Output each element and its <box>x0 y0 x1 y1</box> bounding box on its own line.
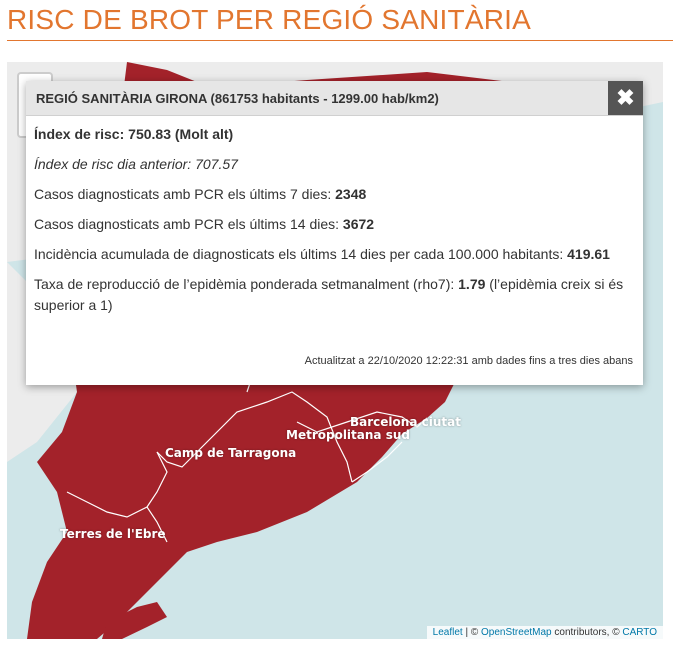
close-icon[interactable]: ✖ <box>608 81 643 115</box>
prev-day-value: 707.57 <box>195 156 238 172</box>
popup-header: REGIÓ SANITÀRIA GIRONA (861753 habitants… <box>26 81 643 116</box>
title-divider <box>7 40 673 41</box>
attribution-separator: | © <box>462 627 482 638</box>
region-label-metropolitana-sud[interactable]: Metropolitana sud <box>286 428 410 442</box>
region-border <box>296 411 428 433</box>
delta-shape <box>102 602 167 639</box>
pcr7-line: Casos diagnosticats amb PCR els últims 7… <box>34 184 633 205</box>
risk-index-line: Índex de risc: 750.83 (Molt alt) <box>34 124 633 145</box>
leaflet-link[interactable]: Leaflet <box>432 627 463 638</box>
pcr7-label: Casos diagnosticats amb PCR els últims 7… <box>34 186 332 202</box>
update-timestamp: Actualitzat a 22/10/2020 12:22:31 amb da… <box>304 355 633 367</box>
risk-index-value: 750.83 <box>128 126 171 142</box>
pcr14-value: 3672 <box>342 216 375 232</box>
openstreetmap-link[interactable]: OpenStreetMap <box>481 627 552 638</box>
attribution-text: contributors, © <box>551 627 623 638</box>
region-label-camp-tarragona[interactable]: Camp de Tarragona <box>165 446 297 460</box>
carto-link[interactable]: CARTO <box>622 627 657 638</box>
region-border <box>66 451 168 518</box>
pcr14-line: Casos diagnosticats amb PCR els últims 1… <box>34 214 633 235</box>
region-border <box>351 441 403 483</box>
rho7-note: (l’epidèmia creix si és superior a 1) <box>34 276 624 313</box>
incidence-value: 419.61 <box>567 246 610 262</box>
incidence-label: Incidència acumulada de diagnosticats el… <box>34 246 564 262</box>
popup-title: REGIÓ SANITÀRIA GIRONA (861753 habitants… <box>36 91 439 106</box>
rho7-label: Taxa de reproducció de l’epidèmia ponder… <box>34 276 455 292</box>
map-attribution: Leaflet | © OpenStreetMap contributors, … <box>426 626 663 639</box>
risk-index-level: (Molt alt) <box>174 126 234 142</box>
prev-day-line: Índex de risc dia anterior: 707.57 <box>34 154 633 175</box>
region-label-terres-ebre[interactable]: Terres de l'Ebre <box>60 527 166 541</box>
region-border <box>146 506 168 543</box>
rho7-line: Taxa de reproducció de l’epidèmia ponder… <box>34 274 633 316</box>
prev-day-label: Índex de risc dia anterior: <box>34 156 192 172</box>
risk-index-label: Índex de risc: <box>34 126 125 142</box>
popup-body: Índex de risc: 750.83 (Molt alt) Índex d… <box>26 116 643 316</box>
pcr14-label: Casos diagnosticats amb PCR els últims 1… <box>34 216 340 232</box>
pcr7-value: 2348 <box>335 186 367 202</box>
region-label-barcelona-ciutat[interactable]: Barcelona ciutat <box>350 415 461 429</box>
page-title: RISC DE BROT PER REGIÓ SANITÀRIA <box>7 4 531 35</box>
rho7-value: 1.79 <box>458 276 486 292</box>
region-border <box>156 391 353 483</box>
region-popup: REGIÓ SANITÀRIA GIRONA (861753 habitants… <box>26 81 643 385</box>
incidence-line: Incidència acumulada de diagnosticats el… <box>34 244 633 265</box>
